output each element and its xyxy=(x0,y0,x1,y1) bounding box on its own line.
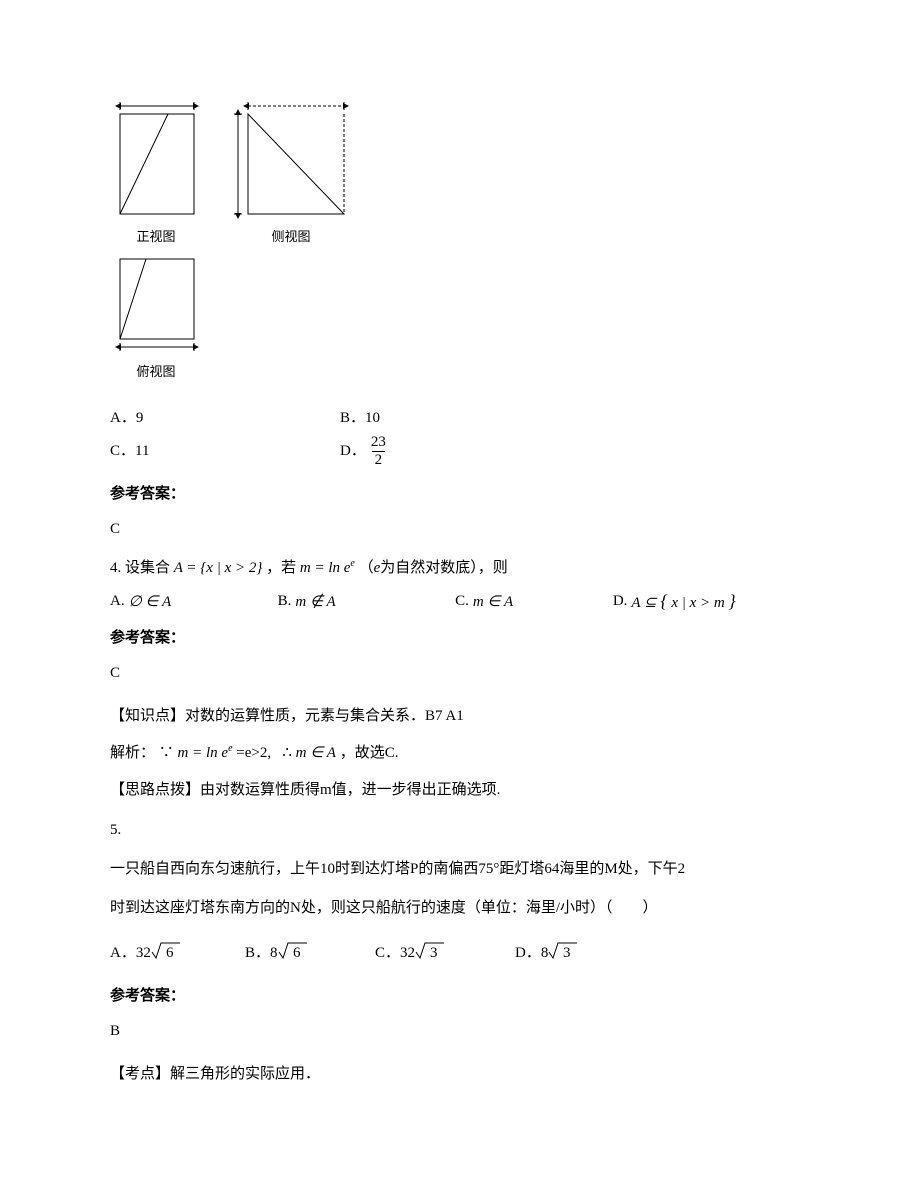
prev-opt-c: C．11 xyxy=(110,435,340,468)
q4-opt-d: D. A ⊆ { x | x > m } xyxy=(613,591,810,612)
side-view-svg xyxy=(230,100,352,224)
front-view-svg xyxy=(110,100,202,224)
q4-hint: 【思路点拨】由对数运算性质得m值，进一步得出正确选项. xyxy=(110,774,810,807)
three-view-diagram: 正视图 侧视图 xyxy=(110,100,810,380)
sqrt-icon: 3 xyxy=(415,940,445,960)
front-view: 正视图 xyxy=(110,100,202,245)
svg-text:3: 3 xyxy=(430,945,438,960)
prev-answer-heading: 参考答案： xyxy=(110,482,810,503)
q5-answer-heading: 参考答案： xyxy=(110,984,810,1005)
q4-analysis: 解析： ∵ m = ln ee =e>2, ∴ m ∈ A ，故选C. xyxy=(110,737,810,770)
side-view-label: 侧视图 xyxy=(271,226,310,245)
side-view: 侧视图 xyxy=(230,100,352,245)
sqrt-icon: 6 xyxy=(278,940,308,960)
prev-opt-a: A．9 xyxy=(110,402,340,435)
q4-stem: 4. 设集合 A = {x | x > 2} ，若 m = ln ee （e为自… xyxy=(110,556,810,577)
prev-opt-b: B．10 xyxy=(340,402,570,435)
top-view-label: 俯视图 xyxy=(136,361,175,380)
prev-answer: C xyxy=(110,521,810,538)
sqrt-icon: 3 xyxy=(548,940,578,960)
prev-opt-d: D． 23 2 xyxy=(340,435,570,468)
q4-answer: C xyxy=(110,665,810,682)
q4-m-expr: m = ln ee xyxy=(300,560,355,576)
q4-answer-heading: 参考答案： xyxy=(110,626,810,647)
prev-options: A．9 B．10 C．11 D． 23 2 xyxy=(110,402,810,468)
sqrt-icon: 6 xyxy=(151,940,181,960)
q4-options: A. ∅ ∈ A B. m ∉ A C. m ∈ A D. A ⊆ { x | … xyxy=(110,591,810,612)
sqrt-expr: 326 xyxy=(136,940,181,962)
q5-opt-a: A． 326 xyxy=(110,940,245,962)
q5-line2: 时到达这座灯塔东南方向的N处，则这只船航行的速度（单位：海里/小时）（ ） xyxy=(110,889,810,928)
q5-number: 5. xyxy=(110,811,810,850)
sqrt-expr: 323 xyxy=(400,940,445,962)
q5-opt-b: B． 86 xyxy=(245,940,375,962)
svg-text:6: 6 xyxy=(166,945,174,960)
top-view-svg xyxy=(110,253,202,359)
q5-options: A． 326 B． 86 C． 323 D． 83 xyxy=(110,940,810,962)
top-view: 俯视图 xyxy=(110,253,202,380)
fraction-icon: 23 2 xyxy=(368,435,389,468)
q4-opt-c: C. m ∈ A xyxy=(455,592,613,611)
front-view-label: 正视图 xyxy=(136,226,175,245)
q5-answer: B xyxy=(110,1023,810,1040)
q5-opt-d: D． 83 xyxy=(515,940,635,962)
q5-line1: 一只船自西向东匀速航行，上午10时到达灯塔P的南偏西75°距灯塔64海里的M处，… xyxy=(110,850,810,889)
q4-knowledge: 【知识点】对数的运算性质，元素与集合关系．B7 A1 xyxy=(110,700,810,733)
q5-opt-c: C． 323 xyxy=(375,940,515,962)
q4-opt-a: A. ∅ ∈ A xyxy=(110,592,278,611)
q4-opt-b: B. m ∉ A xyxy=(278,592,455,611)
q4-set-expr: A = {x | x > 2} xyxy=(174,560,263,576)
sqrt-expr: 83 xyxy=(541,940,579,962)
q5-topic: 【考点】解三角形的实际应用． xyxy=(110,1058,810,1091)
svg-text:6: 6 xyxy=(293,945,301,960)
sqrt-expr: 86 xyxy=(270,940,308,962)
svg-text:3: 3 xyxy=(563,945,571,960)
